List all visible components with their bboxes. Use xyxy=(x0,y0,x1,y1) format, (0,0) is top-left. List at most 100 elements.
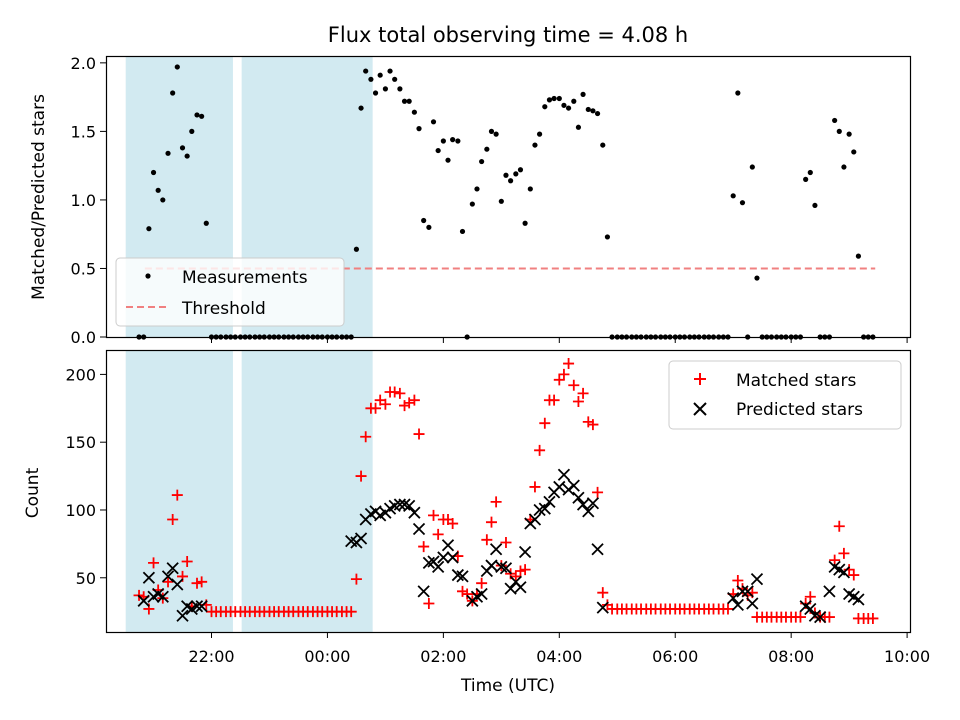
measurements-point xyxy=(493,131,499,137)
matched-stars-point xyxy=(148,557,160,569)
measurements-point xyxy=(600,142,606,148)
matched-stars-point xyxy=(558,368,570,380)
measurements-point xyxy=(170,90,176,96)
predicted-stars-point xyxy=(514,581,527,594)
legend-matched-label: Matched stars xyxy=(736,371,856,391)
measurements-point xyxy=(513,171,519,177)
measurements-point xyxy=(855,253,862,259)
matched-stars-point xyxy=(408,394,420,406)
matched-stars-point xyxy=(181,556,193,567)
x-tick-label: 08:00 xyxy=(768,647,814,666)
predicted-stars-point xyxy=(504,582,517,595)
matched-stars-point xyxy=(345,606,357,618)
measurements-point xyxy=(435,147,441,154)
predicted-stars-point xyxy=(190,600,204,613)
x-tick-label: 22:00 xyxy=(188,647,234,666)
y-tick-label: 1.0 xyxy=(71,191,96,210)
predicted-stars-point xyxy=(567,479,580,492)
measurements-point xyxy=(561,102,567,108)
panel-count-frame xyxy=(105,349,912,634)
predicted-stars-point xyxy=(596,601,609,614)
panel-ratio-frame xyxy=(105,55,912,339)
matched-stars-point xyxy=(370,402,382,414)
measurements-point xyxy=(841,164,847,170)
measurements-point xyxy=(565,105,572,111)
matched-stars-point xyxy=(529,481,541,493)
measurements-point xyxy=(575,124,582,130)
measurements-point xyxy=(536,131,543,137)
measurements-point xyxy=(590,108,596,114)
measurements-point xyxy=(580,91,586,97)
matched-stars-point xyxy=(350,573,362,585)
matched-stars-point xyxy=(418,541,430,553)
predicted-stars-point xyxy=(451,568,464,582)
measurements-point xyxy=(469,201,475,207)
matched-stars-point xyxy=(572,396,584,408)
predicted-stars-point xyxy=(142,571,156,584)
measurements-point xyxy=(194,112,200,118)
predicted-stars-point xyxy=(852,593,865,606)
predicted-stars-point xyxy=(750,572,764,586)
predicted-stars-point xyxy=(485,559,498,572)
y-tick-label: 0.0 xyxy=(71,328,96,347)
matched-stars-point xyxy=(432,528,444,540)
matched-stars-point xyxy=(485,516,497,528)
matched-stars-point xyxy=(563,358,575,370)
legend-predicted-label: Predicted stars xyxy=(736,400,863,420)
measurements-point xyxy=(532,142,538,148)
measurements-point xyxy=(160,197,166,203)
predicted-stars-point xyxy=(499,562,513,575)
x-tick-label: 04:00 xyxy=(536,647,582,666)
measurements-point xyxy=(498,198,504,204)
matched-stars-point xyxy=(867,612,879,624)
y-tick-label: 2.0 xyxy=(71,54,96,73)
matched-stars-point xyxy=(577,387,589,399)
measurements-point xyxy=(551,95,557,102)
y-tick-label: 200 xyxy=(65,365,96,384)
measurements-point xyxy=(416,126,422,132)
predicted-stars-point xyxy=(543,495,556,508)
predicted-stars-point xyxy=(538,502,551,515)
predicted-stars-point xyxy=(176,609,189,622)
predicted-stars-point xyxy=(456,570,469,583)
matched-stars-point xyxy=(394,387,406,399)
matched-stars-point xyxy=(490,496,502,508)
measurements-point xyxy=(807,169,813,176)
measurements-point xyxy=(430,119,437,125)
measurements-point xyxy=(146,226,152,232)
panel-ratio: 0.00.51.01.52.0 Matched/Predicted stars … xyxy=(29,54,912,347)
y-tick-label: 150 xyxy=(65,433,96,452)
y-tick-label: 0.5 xyxy=(71,259,96,278)
matched-stars-point xyxy=(461,588,473,600)
matched-stars-point xyxy=(389,386,401,398)
matched-stars-point xyxy=(548,394,560,406)
y-tick-label: 50 xyxy=(76,569,96,588)
predicted-stars-point xyxy=(553,480,566,494)
matched-stars-point xyxy=(428,509,440,521)
predicted-stars-point xyxy=(746,597,759,610)
measurements-point xyxy=(406,98,412,104)
measurements-point xyxy=(503,172,509,178)
measurements-point xyxy=(604,234,611,240)
predicted-stars-point xyxy=(408,506,421,519)
measurements-point xyxy=(411,109,417,115)
matched-stars-point xyxy=(539,417,551,429)
predicted-stars-point xyxy=(475,587,488,601)
predicted-stars-point xyxy=(137,594,150,607)
predicted-stars-point xyxy=(398,498,411,511)
predicted-stars-point xyxy=(437,551,450,564)
legend-threshold-label: Threshold xyxy=(181,299,266,319)
measurements-point xyxy=(836,128,842,134)
measurements-point xyxy=(556,95,562,102)
matched-stars-point xyxy=(413,428,425,440)
matched-stars-point xyxy=(794,611,806,623)
measurements-point xyxy=(377,72,383,78)
measurements-point xyxy=(421,217,427,224)
measurements-point xyxy=(184,153,190,159)
matched-stars-point xyxy=(732,574,744,586)
predicted-stars-point xyxy=(528,513,542,526)
matched-stars-point xyxy=(597,587,609,599)
measurements-point xyxy=(803,176,809,182)
measurements-point xyxy=(450,137,456,143)
